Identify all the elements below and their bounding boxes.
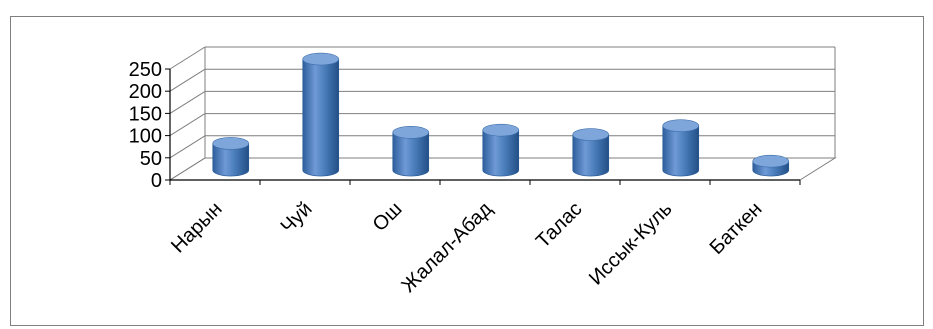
y-tick-label: 50	[140, 148, 162, 170]
bar-top	[212, 137, 250, 150]
x-tick-label: Ош	[369, 198, 407, 236]
x-tick-label: Талас	[532, 198, 587, 253]
side-gridline	[169, 68, 206, 92]
side-gridline	[169, 46, 206, 70]
bar	[482, 123, 520, 177]
axes	[165, 47, 801, 185]
bar-body	[302, 58, 340, 177]
y-tick-label: 100	[129, 126, 162, 148]
bar-top	[482, 123, 520, 137]
x-tick-label: Чуй	[277, 198, 317, 238]
x-tick-label: Баткен	[706, 198, 767, 259]
side-gridline	[169, 90, 206, 114]
bar-top	[572, 128, 610, 141]
bar-top	[392, 126, 430, 139]
bar	[752, 154, 790, 177]
x-tick-label: Жалал-Абад	[397, 198, 496, 297]
bar	[662, 119, 700, 177]
y-tick-label: 0	[151, 170, 162, 192]
x-tick-label: Нарын	[167, 198, 226, 257]
bar-top	[302, 52, 340, 66]
bar	[302, 52, 340, 177]
x-tick-label: Иссык-Куль	[585, 198, 677, 290]
chart-frame	[10, 16, 924, 326]
bar-body	[662, 125, 700, 177]
bar-body	[392, 132, 430, 177]
y-tick-label: 150	[129, 103, 162, 125]
bar-body	[482, 129, 520, 177]
bars	[212, 52, 790, 177]
y-tick-label: 250	[129, 59, 162, 81]
bar-body	[572, 134, 610, 177]
bar	[212, 137, 250, 177]
side-gridline	[169, 135, 206, 159]
side-gridline	[169, 113, 206, 137]
bar-top	[662, 119, 700, 132]
bar-body	[212, 143, 250, 177]
bar	[572, 128, 610, 177]
y-tick-label: 200	[129, 81, 162, 103]
bar-top	[752, 154, 790, 168]
bar	[392, 126, 430, 177]
